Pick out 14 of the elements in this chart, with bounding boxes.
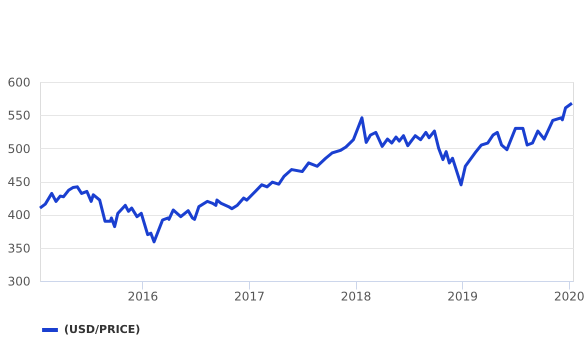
y-tick-label: 350 [8, 241, 30, 256]
x-tick-label: 2017 [234, 290, 265, 304]
y-tick-label: 600 [8, 76, 30, 90]
y-tick-label: 450 [8, 175, 30, 189]
line-series [38, 102, 574, 244]
legend-label: (USD/PRICE) [64, 323, 140, 336]
y-tick-label: 300 [8, 274, 30, 288]
y-tick-label: 400 [8, 208, 30, 222]
x-tick-label: 2018 [340, 290, 372, 304]
x-tick-label: 2020 [554, 290, 585, 304]
x-tick-label: 2016 [128, 290, 158, 304]
y-tick-label: 550 [8, 108, 30, 123]
x-tick-label: 2019 [447, 290, 478, 304]
y-tick-label: 500 [8, 142, 30, 156]
